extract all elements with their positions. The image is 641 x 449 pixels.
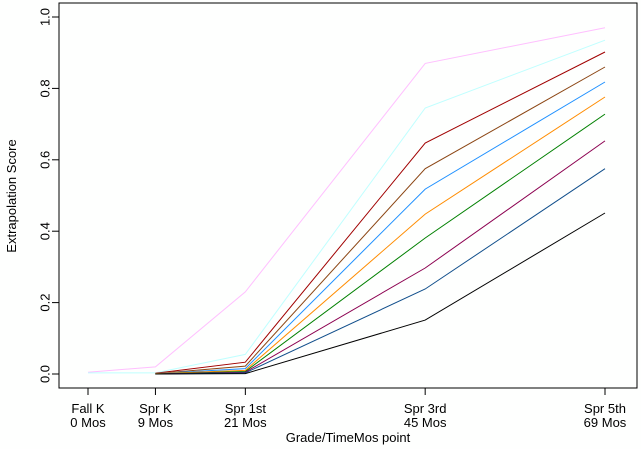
x-axis-title: Grade/TimeMos point: [286, 430, 411, 445]
x-tick-sublabel: 0 Mos: [70, 415, 106, 430]
x-tick-sublabel: 45 Mos: [404, 415, 447, 430]
x-tick-label: Spr 3rd: [404, 401, 447, 416]
x-tick-sublabel: 21 Mos: [224, 415, 267, 430]
y-axis-title: Extrapolation Score: [4, 139, 19, 252]
x-tick-label: Spr 5th: [584, 401, 626, 416]
x-tick-sublabel: 69 Mos: [584, 415, 627, 430]
y-tick-label: 0.8: [38, 79, 53, 97]
x-tick-sublabel: 9 Mos: [138, 415, 174, 430]
y-axis: 0.0 0.2 0.4 0.6 0.8 1.0: [38, 8, 59, 383]
x-tick-label: Spr K: [139, 401, 172, 416]
line-series-6: [155, 96, 606, 375]
y-tick-label: 0.4: [38, 222, 53, 240]
line-series-7: [155, 113, 606, 375]
line-series-3: [155, 51, 606, 374]
x-tick-label: Spr 1st: [225, 401, 267, 416]
y-tick-label: 0.0: [38, 365, 53, 383]
y-tick-label: 0.6: [38, 151, 53, 169]
y-tick-label: 0.2: [38, 294, 53, 312]
line-series-10: [155, 212, 606, 375]
x-tick-label: Fall K: [71, 401, 105, 416]
line-series-2: [88, 39, 606, 374]
series-lines: [87, 27, 606, 375]
line-series-1: [87, 27, 606, 373]
plot-frame: [58, 2, 638, 389]
y-tick-label: 1.0: [38, 8, 53, 26]
line-series-4: [155, 66, 606, 375]
line-series-5: [155, 81, 606, 375]
line-series-8: [155, 140, 606, 375]
